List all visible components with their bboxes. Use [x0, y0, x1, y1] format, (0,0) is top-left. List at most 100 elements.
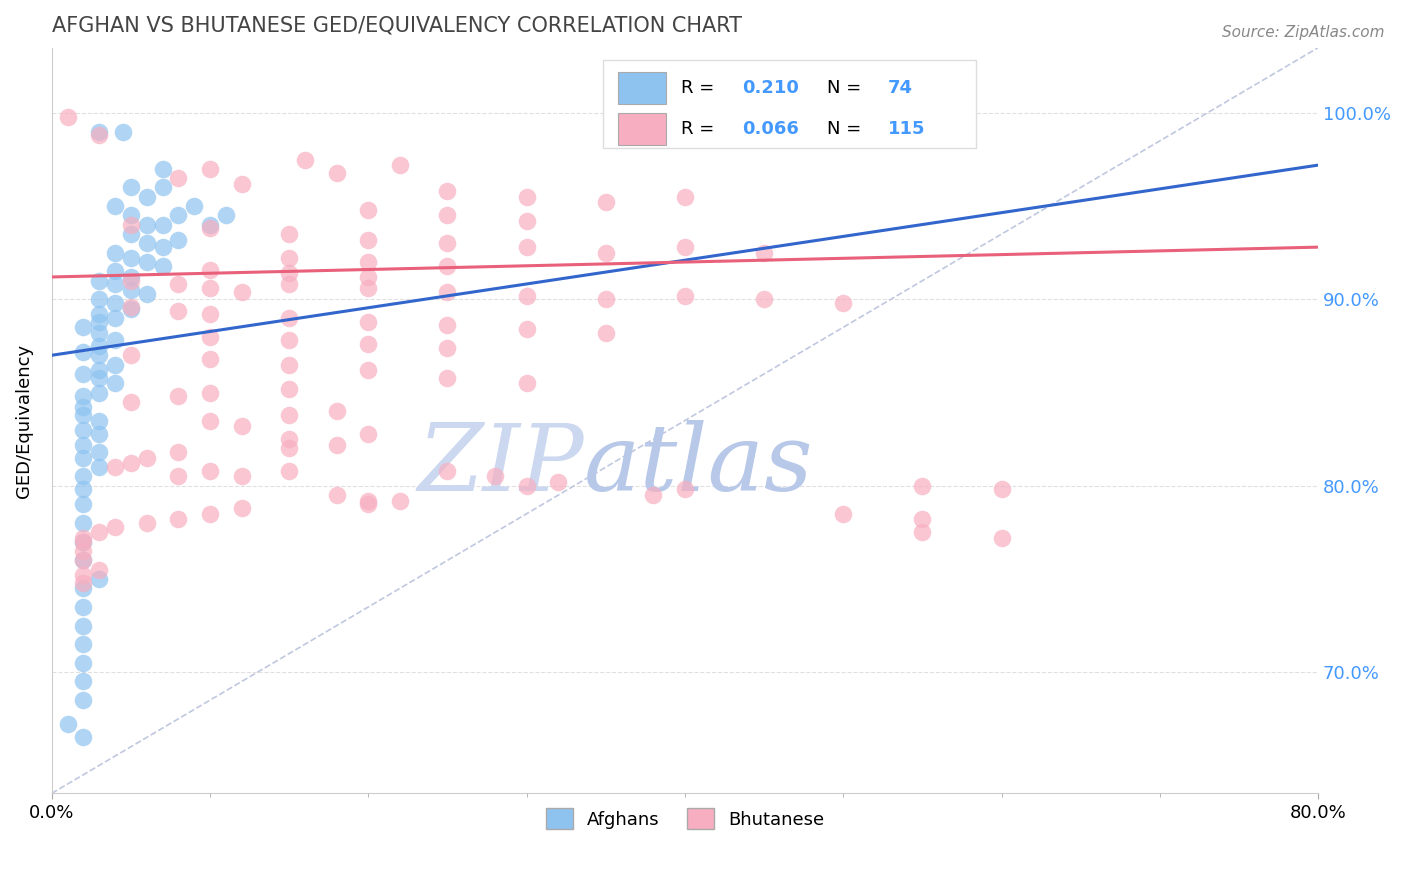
Point	[516, 322, 538, 336]
Point	[104, 310, 127, 325]
Point	[278, 334, 301, 348]
Text: 0.210: 0.210	[742, 78, 799, 97]
Point	[516, 190, 538, 204]
Point	[72, 450, 94, 465]
Point	[72, 389, 94, 403]
Point	[595, 326, 617, 340]
Point	[135, 236, 157, 251]
Point	[231, 419, 253, 434]
Point	[72, 731, 94, 745]
Point	[278, 358, 301, 372]
FancyBboxPatch shape	[617, 72, 666, 103]
Text: 0.066: 0.066	[742, 120, 799, 138]
Point	[167, 209, 190, 223]
Point	[152, 180, 174, 194]
Point	[278, 277, 301, 292]
Point	[89, 370, 111, 384]
Point	[104, 334, 127, 348]
Text: 115: 115	[887, 120, 925, 138]
Point	[120, 456, 142, 470]
Point	[72, 320, 94, 334]
Point	[484, 469, 506, 483]
Point	[215, 209, 238, 223]
Point	[89, 274, 111, 288]
Point	[198, 262, 221, 277]
Text: R =: R =	[681, 120, 720, 138]
Point	[89, 385, 111, 400]
Point	[990, 531, 1012, 545]
Point	[72, 367, 94, 381]
Point	[325, 404, 347, 418]
Point	[357, 497, 380, 511]
Point	[152, 259, 174, 273]
Point	[72, 553, 94, 567]
Point	[183, 199, 205, 213]
Point	[120, 252, 142, 266]
Point	[752, 245, 775, 260]
Point	[198, 161, 221, 176]
Point	[278, 442, 301, 456]
Point	[120, 395, 142, 409]
Point	[357, 493, 380, 508]
Point	[357, 315, 380, 329]
Point	[72, 674, 94, 689]
Point	[72, 483, 94, 497]
Point	[198, 218, 221, 232]
Point	[231, 177, 253, 191]
Point	[120, 209, 142, 223]
Point	[72, 618, 94, 632]
Point	[357, 269, 380, 284]
Point	[673, 190, 696, 204]
Point	[278, 382, 301, 396]
Point	[72, 575, 94, 590]
Point	[595, 245, 617, 260]
Point	[72, 408, 94, 422]
Point	[72, 438, 94, 452]
Point	[198, 413, 221, 427]
Point	[89, 572, 111, 586]
Point	[911, 479, 934, 493]
Point	[673, 288, 696, 302]
Point	[135, 190, 157, 204]
Text: N =: N =	[827, 120, 866, 138]
Point	[294, 153, 316, 167]
Point	[167, 389, 190, 403]
Point	[72, 582, 94, 596]
Text: ZIP: ZIP	[418, 420, 583, 510]
Point	[120, 180, 142, 194]
Point	[72, 637, 94, 651]
Point	[357, 202, 380, 217]
Point	[104, 460, 127, 475]
Point	[72, 516, 94, 530]
Point	[104, 376, 127, 391]
Point	[89, 307, 111, 321]
Point	[990, 483, 1012, 497]
Point	[436, 209, 458, 223]
Point	[198, 221, 221, 235]
Text: AFGHAN VS BHUTANESE GED/EQUIVALENCY CORRELATION CHART: AFGHAN VS BHUTANESE GED/EQUIVALENCY CORR…	[52, 15, 742, 35]
Point	[72, 656, 94, 670]
Point	[72, 531, 94, 545]
Point	[357, 255, 380, 269]
Text: R =: R =	[681, 78, 720, 97]
Point	[89, 460, 111, 475]
Point	[72, 344, 94, 359]
Point	[89, 363, 111, 377]
Point	[104, 264, 127, 278]
Point	[643, 488, 665, 502]
Text: N =: N =	[827, 78, 866, 97]
Text: 74: 74	[887, 78, 912, 97]
Point	[357, 233, 380, 247]
Point	[72, 534, 94, 549]
Point	[516, 479, 538, 493]
Point	[167, 277, 190, 292]
Point	[135, 516, 157, 530]
Point	[120, 348, 142, 362]
Point	[104, 245, 127, 260]
Point	[231, 469, 253, 483]
Point	[516, 288, 538, 302]
Point	[89, 124, 111, 138]
Point	[278, 252, 301, 266]
Point	[198, 351, 221, 366]
Point	[325, 438, 347, 452]
